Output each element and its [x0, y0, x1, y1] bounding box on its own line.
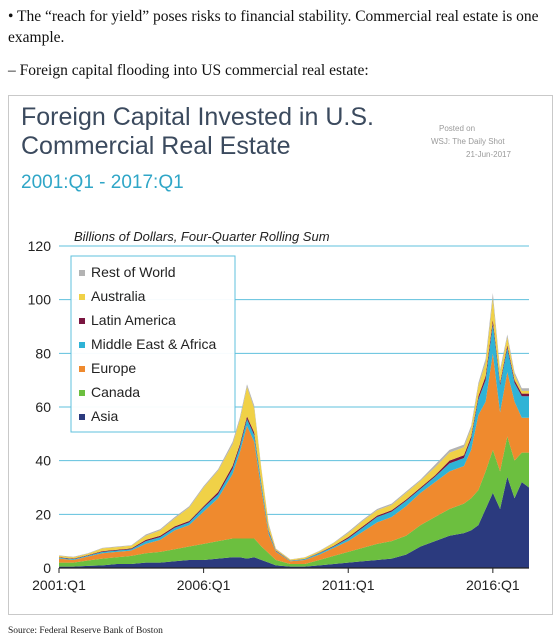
y-tick-label: 120 — [28, 238, 52, 254]
intro-dash-line: – Foreign capital flooding into US comme… — [8, 60, 548, 81]
y-axis-label: Billions of Dollars, Four-Quarter Rollin… — [74, 229, 330, 244]
legend-swatch — [79, 294, 85, 300]
y-tick-label: 40 — [35, 453, 51, 469]
series-area-australia — [59, 298, 529, 561]
y-tick-label: 80 — [35, 345, 51, 361]
legend-swatch — [79, 366, 85, 372]
bullet-marker: • — [8, 8, 14, 25]
posted-line1: Posted on — [439, 124, 475, 133]
x-tick-label: 2016:Q1 — [466, 577, 520, 593]
intro-bullet: • The “reach for yield” poses risks to f… — [8, 6, 548, 48]
x-tick-label: 2001:Q1 — [32, 577, 86, 593]
chart-subtitle: 2001:Q1 - 2017:Q1 — [21, 172, 184, 193]
legend-label: Rest of World — [91, 264, 176, 280]
axis-layer: 0 20 40 60 80 100 120 2001:Q1 2006:Q1 2011:Q1 2016… — [28, 238, 529, 593]
chart-frame: Foreign Capital Invested in U.S. Commerc… — [8, 95, 553, 615]
legend-label: Canada — [91, 384, 140, 400]
legend-swatch — [79, 270, 85, 276]
legend-label: Europe — [91, 360, 136, 376]
dash-marker: – — [8, 62, 16, 79]
dash-text: Foreign capital flooding into US commerc… — [19, 62, 369, 79]
series-area-asia — [59, 476, 529, 568]
bullet-text: The “reach for yield” poses risks to fin… — [8, 8, 539, 46]
series-area-canada — [59, 436, 529, 567]
source-note: Source: Federal Reserve Bank of Boston — [8, 626, 163, 636]
legend: Rest of World Australia Latin America Middl… — [70, 255, 236, 433]
x-tick-label: 2006:Q1 — [177, 577, 231, 593]
legend-swatch — [79, 342, 85, 348]
posted-line3: 21-Jun-2017 — [466, 150, 511, 159]
x-tick-label: 2011:Q1 — [322, 577, 375, 593]
y-tick-label: 60 — [35, 399, 51, 415]
posted-line2: WSJ: The Daily Shot — [431, 137, 505, 146]
legend-label: Latin America — [91, 312, 176, 328]
y-tick-label: 100 — [28, 292, 52, 308]
y-tick-label: 20 — [35, 506, 51, 522]
chart-title-line2: Commercial Real Estate — [21, 132, 291, 160]
legend-box — [70, 255, 236, 433]
series-area-europe — [59, 353, 529, 564]
legend-swatch — [79, 414, 85, 420]
foreign-capital-chart: Foreign Capital Invested in U.S. Commerc… — [21, 103, 529, 593]
legend-label: Middle East & Africa — [91, 336, 216, 352]
chart-title-line1: Foreign Capital Invested in U.S. — [21, 103, 374, 131]
legend-label: Asia — [91, 408, 118, 424]
legend-swatch — [79, 390, 85, 396]
y-tick-label: 0 — [43, 560, 51, 576]
legend-swatch — [79, 318, 85, 324]
area-layer — [59, 292, 529, 568]
legend-label: Australia — [91, 288, 146, 304]
